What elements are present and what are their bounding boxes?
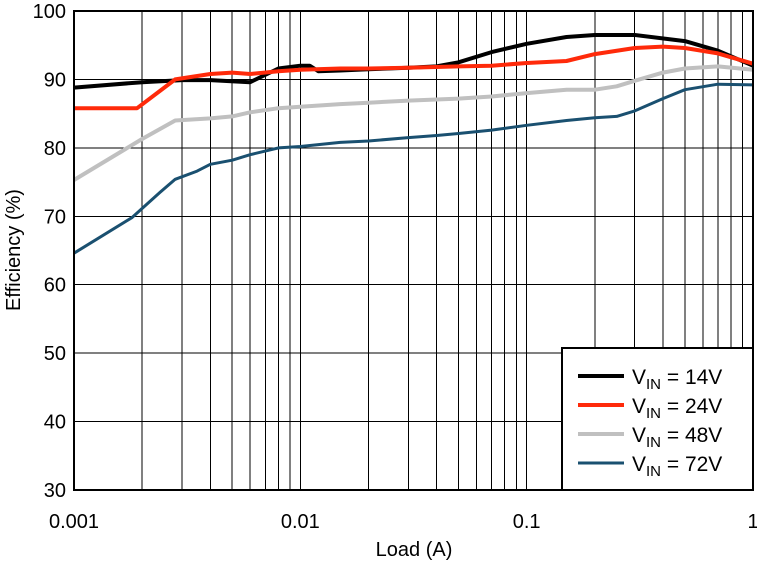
series-line-3	[72, 64, 754, 182]
x-tick-label: 0.001	[49, 511, 99, 533]
legend-label: VIN = 72V	[632, 453, 722, 480]
x-axis-title: Load (A)	[376, 539, 453, 561]
y-tick-label: 60	[44, 275, 66, 297]
plot-frame	[73, 10, 754, 491]
y-tick-label: 80	[44, 138, 66, 160]
legend-box	[561, 347, 754, 491]
series-line-4	[73, 82, 754, 255]
y-tick-label: 50	[44, 343, 66, 365]
legend-label: VIN = 24V	[632, 395, 722, 422]
x-tick-label: 0.1	[513, 511, 541, 533]
legend-label: VIN = 14V	[632, 366, 722, 393]
y-tick-label: 70	[44, 206, 66, 228]
y-axis-title: Efficiency (%)	[3, 189, 25, 311]
series-layer	[72, 33, 754, 255]
tick-labels: 30 40 50 60 70 80 90 100 0.001 0.01 0.1 1	[33, 1, 757, 533]
legend-label: VIN = 48V	[632, 424, 722, 451]
y-tick-label: 30	[44, 480, 66, 502]
x-tick-label: 0.01	[281, 511, 320, 533]
y-tick-label: 100	[33, 1, 66, 23]
series-line-2	[74, 44, 754, 111]
y-tick-label: 40	[44, 412, 66, 434]
x-tick-label: 1	[747, 511, 757, 533]
y-tick-label: 90	[44, 69, 66, 91]
